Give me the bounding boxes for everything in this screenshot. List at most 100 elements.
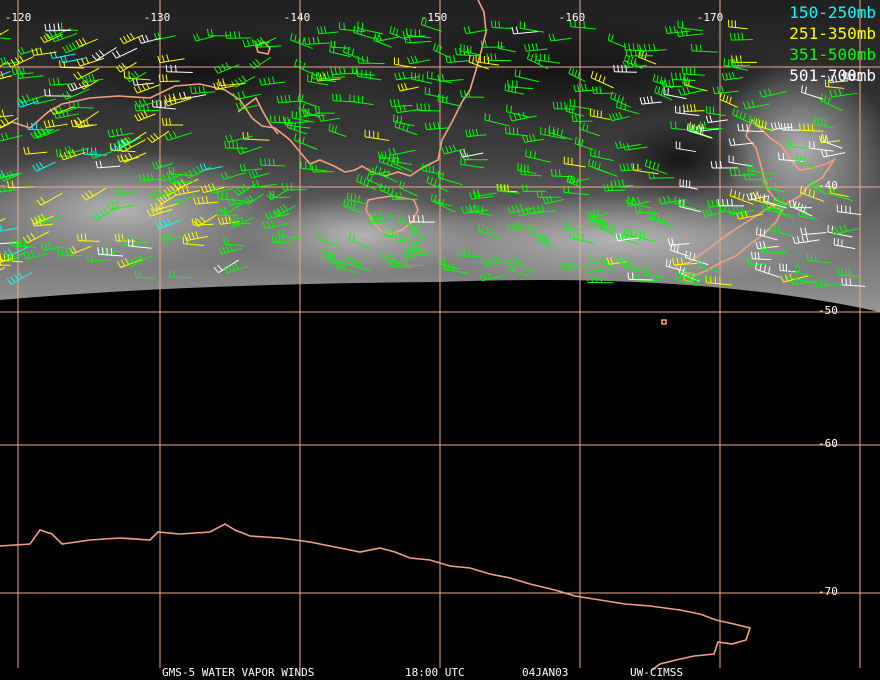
wind-barb (723, 58, 749, 71)
wind-barb (0, 37, 11, 40)
wind-barb (59, 149, 86, 161)
wind-barb (0, 172, 18, 179)
coastline-australia (0, 0, 487, 177)
wind-barb (410, 225, 429, 241)
wind-barb (7, 180, 34, 189)
wind-barb (374, 165, 399, 183)
wind-barb (138, 172, 164, 182)
longitude-label: -160 (559, 11, 586, 24)
wind-barb (0, 109, 14, 118)
wind-barb (107, 128, 134, 138)
wind-barb (837, 268, 859, 277)
image-caption: GMS-5 WATER VAPOR WINDS 18:00 UTC 04JAN0… (0, 666, 880, 680)
wind-barb (670, 121, 697, 132)
wind-barb (81, 187, 107, 201)
wind-barb (330, 66, 357, 76)
longitude-label: -140 (284, 11, 311, 24)
wind-barb (271, 235, 294, 244)
wind-barb (168, 270, 195, 279)
wind-barb (639, 96, 662, 105)
wind-barb (712, 85, 739, 95)
wind-barb (229, 216, 254, 228)
wind-barb (243, 193, 264, 205)
wind-barb (213, 62, 240, 74)
wind-barb (795, 153, 817, 170)
wind-barb (755, 240, 779, 250)
wind-barb (792, 234, 820, 245)
wind-barb (398, 180, 418, 197)
wind-barb (455, 47, 480, 57)
wind-barb (76, 56, 105, 67)
wind-barb (610, 179, 634, 188)
wind-barb (730, 58, 751, 67)
wind-barb (147, 130, 170, 144)
wind-barb (394, 104, 421, 114)
wind-barb (157, 54, 185, 64)
wind-barb (133, 82, 160, 94)
wind-barb (115, 62, 137, 73)
wind-barb (6, 272, 33, 285)
wind-barb (424, 87, 448, 99)
wind-barb (225, 134, 253, 143)
wind-barb (119, 32, 144, 45)
wind-barb (224, 141, 248, 149)
wind-barb (586, 275, 614, 284)
wind-barb (742, 100, 770, 110)
wind-barb (0, 184, 6, 187)
wind-barb (443, 262, 469, 274)
wind-barb (0, 70, 11, 77)
wind-barb (548, 125, 573, 141)
legend-entry-351-500: 351-500mb (789, 45, 876, 64)
wind-barb (675, 141, 696, 153)
wind-barb (227, 197, 256, 206)
wind-barb (422, 163, 443, 175)
wind-barb (107, 201, 134, 211)
wind-barb (829, 88, 858, 98)
wind-barb (775, 205, 794, 219)
wind-barb (303, 36, 331, 45)
wind-barb (152, 99, 176, 110)
wind-barb (86, 254, 111, 263)
wind-barb (573, 83, 597, 93)
wind-barb (0, 29, 9, 36)
wind-barb (799, 123, 824, 132)
wind-barb (761, 246, 787, 254)
wind-barb (223, 237, 246, 247)
coastline-stewart-island (683, 271, 695, 283)
wind-barb (569, 19, 596, 30)
wind-barb (155, 218, 181, 230)
wind-barb (406, 55, 431, 65)
wind-barb (571, 114, 593, 122)
wind-barb (625, 196, 650, 207)
wind-barb (542, 195, 565, 205)
wind-barb (679, 179, 698, 190)
wind-barb (445, 54, 469, 63)
wind-barb (43, 119, 69, 128)
wind-barb (590, 70, 614, 89)
wind-barb (6, 55, 34, 68)
wind-barb (568, 66, 586, 82)
wind-barb (124, 70, 147, 83)
wind-barb (338, 22, 366, 33)
wind-barb (759, 88, 787, 98)
wind-barb (460, 157, 484, 169)
wind-barb (437, 74, 464, 82)
wind-barb (509, 111, 537, 122)
wind-barb (719, 92, 738, 108)
wind-barb (619, 163, 642, 172)
legend-entry-251-350: 251-350mb (789, 24, 876, 43)
wind-barb (671, 257, 699, 266)
wind-barb (0, 71, 13, 80)
legend-entry-501-700: 501-700mb (789, 66, 876, 85)
wind-barb (95, 160, 121, 169)
wind-barb (820, 133, 843, 149)
wind-barb (793, 200, 813, 217)
wind-barb (0, 266, 6, 271)
wind-barb (424, 121, 451, 131)
wind-barb (364, 129, 390, 141)
wind-barb (49, 106, 74, 116)
wind-barb (111, 47, 138, 59)
wind-barb (437, 170, 463, 186)
wind-barb (23, 250, 48, 260)
